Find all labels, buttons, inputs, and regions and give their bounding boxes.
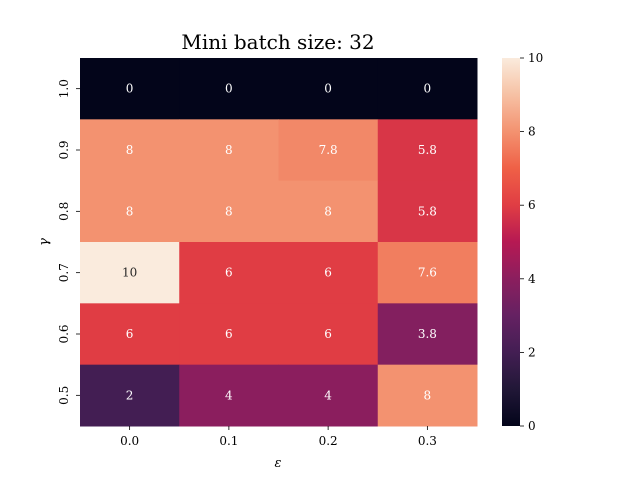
cell-value-label: 8 (126, 143, 134, 157)
colorbar-tick-label: 8 (528, 125, 536, 139)
heatmap-cell (278, 242, 379, 304)
heatmap-cells: 0 0 0 0 8 8 7.8 5.8 8 8 8 5.8 10 6 6 7.6 6 6 6 3.8 2 4 4 8 (80, 58, 478, 427)
cell-value-label: 6 (324, 266, 332, 280)
y-axis-label: γ (37, 238, 52, 246)
x-tick-label: 0.0 (120, 434, 139, 448)
heatmap-cell (179, 58, 279, 120)
heatmap-cell (80, 364, 180, 427)
cell-value-label: 8 (424, 388, 432, 402)
heatmap-cell (80, 303, 180, 366)
x-tick-label: 0.2 (319, 434, 338, 448)
heatmap-cell (179, 364, 279, 427)
cell-value-label: 0 (126, 82, 134, 96)
cell-value-label: 0 (424, 82, 432, 96)
heatmap-cell (80, 58, 180, 120)
colorbar-tick-label: 6 (528, 198, 536, 212)
heatmap-cell (377, 303, 478, 366)
x-tick-label: 0.3 (418, 434, 437, 448)
cell-value-label: 6 (126, 327, 134, 341)
y-tick-label: 0.6 (57, 324, 71, 343)
cell-value-label: 4 (225, 388, 233, 402)
heatmap-cell (80, 242, 180, 304)
cell-value-label: 0 (225, 82, 233, 96)
y-tick-label: 0.9 (57, 140, 71, 159)
heatmap-cell (377, 58, 478, 120)
heatmap-cell (179, 180, 279, 243)
heatmap-cell (179, 119, 279, 182)
y-tick-label: 0.7 (57, 263, 71, 282)
cell-value-label: 5.8 (418, 204, 437, 218)
cell-value-label: 6 (324, 327, 332, 341)
y-tick-label: 0.8 (57, 202, 71, 221)
cell-value-label: 5.8 (418, 143, 437, 157)
heatmap-cell (377, 119, 478, 182)
cell-value-label: 4 (324, 388, 332, 402)
heatmap-cell (278, 58, 379, 120)
cell-value-label: 8 (324, 204, 332, 218)
cell-value-label: 10 (122, 266, 137, 280)
y-tick-label: 1.0 (57, 79, 71, 98)
cell-value-label: 7.6 (418, 266, 437, 280)
colorbar-tick-label: 4 (528, 272, 536, 286)
x-axis-ticks: 0.0 0.1 0.2 0.3 (120, 426, 437, 448)
cell-value-label: 3.8 (418, 327, 437, 341)
heatmap-cell (377, 364, 478, 427)
cell-value-label: 8 (126, 204, 134, 218)
cell-value-label: 2 (126, 388, 134, 402)
chart-title: Mini batch size: 32 (181, 30, 374, 54)
heatmap-cell (278, 180, 379, 243)
cell-value-label: 8 (225, 143, 233, 157)
heatmap-cell (179, 303, 279, 366)
cell-value-label: 6 (225, 327, 233, 341)
heatmap-cell (278, 119, 379, 182)
y-axis-ticks: 1.0 0.9 0.8 0.7 0.6 0.5 (57, 79, 80, 405)
colorbar (502, 58, 520, 426)
heatmap-cell (377, 180, 478, 243)
y-tick-label: 0.5 (57, 386, 71, 405)
heatmap-cell (179, 242, 279, 304)
colorbar-ticks: 0 2 4 6 8 10 (520, 51, 543, 433)
cell-value-label: 6 (225, 266, 233, 280)
x-tick-label: 0.1 (219, 434, 238, 448)
colorbar-tick-label: 10 (528, 51, 543, 65)
heatmap-cell (377, 242, 478, 304)
x-axis-label: ε (275, 456, 282, 471)
cell-value-label: 7.8 (319, 143, 338, 157)
colorbar-tick-label: 0 (528, 419, 536, 433)
colorbar-tick-label: 2 (528, 345, 536, 359)
heatmap-cell (80, 180, 180, 243)
cell-value-label: 8 (225, 204, 233, 218)
heatmap-cell (278, 303, 379, 366)
cell-value-label: 0 (324, 82, 332, 96)
heatmap-cell (80, 119, 180, 182)
heatmap-cell (278, 364, 379, 427)
